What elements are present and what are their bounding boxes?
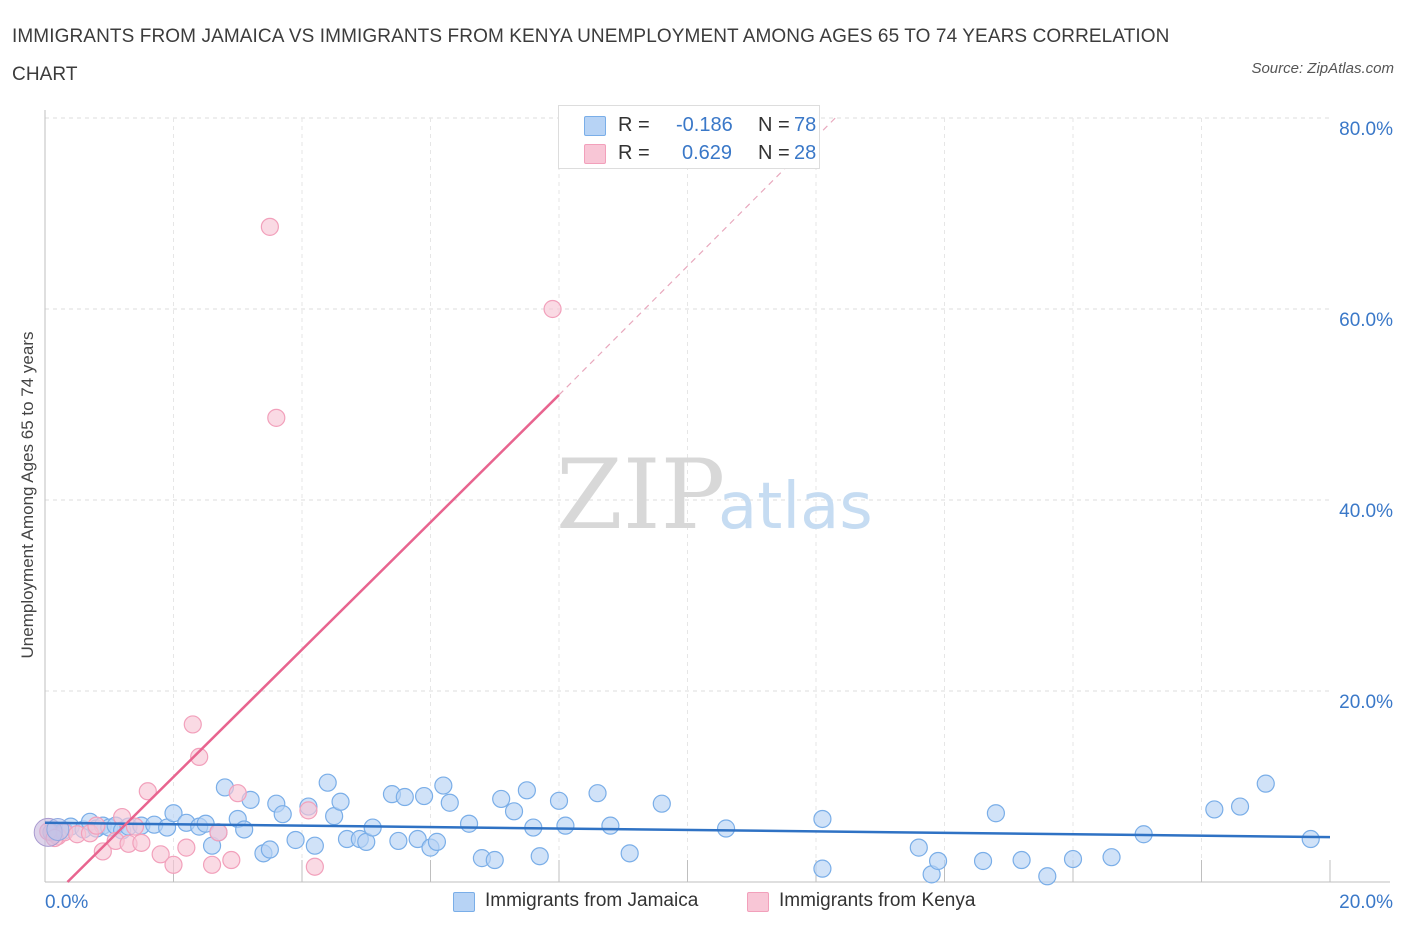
jamaica-point — [556, 816, 575, 835]
jamaica-point — [434, 776, 453, 795]
kenya-swatch — [584, 144, 606, 164]
jamaica-point — [517, 781, 536, 800]
y-tick-label: 20.0% — [1339, 692, 1393, 713]
kenya-point — [209, 823, 228, 842]
jamaica-point — [286, 830, 305, 850]
kenya-point — [260, 217, 279, 236]
kenya-point — [183, 715, 202, 734]
watermark-atlas: atlas — [718, 470, 873, 544]
data-points — [33, 217, 1320, 886]
n-value: 28 — [794, 142, 817, 164]
jamaica-point — [549, 791, 569, 810]
jamaica-point — [305, 836, 324, 855]
kenya-point — [93, 842, 112, 861]
jamaica-point — [440, 793, 459, 812]
kenya-trend-line — [66, 394, 560, 883]
tick-labels: 20.0% 40.0% 60.0% 80.0% 0.0% 20.0% — [45, 119, 1393, 913]
kenya-point — [151, 845, 170, 864]
y-tick-label: 60.0% — [1339, 310, 1393, 331]
kenya-point — [202, 855, 222, 874]
jamaica-point — [1063, 849, 1083, 869]
jamaica-point — [973, 851, 993, 871]
watermark-zip: ZIP — [556, 439, 725, 551]
jamaica-point — [588, 784, 607, 803]
jamaica-point — [408, 829, 427, 849]
watermark: ZIP atlas — [556, 439, 873, 551]
n-label: N = — [758, 142, 790, 164]
jamaica-point — [504, 802, 524, 821]
jamaica-point — [1205, 800, 1224, 819]
kenya-point — [190, 747, 209, 766]
jamaica-point — [1256, 774, 1275, 793]
jamaica-point — [716, 819, 736, 838]
kenya-point — [164, 855, 183, 874]
source-label: Source: ZipAtlas.com — [1251, 60, 1394, 77]
jamaica-point — [459, 814, 479, 833]
chart-title: IMMIGRANTS FROM JAMAICA VS IMMIGRANTS FR… — [12, 26, 1170, 85]
kenya-point — [228, 784, 247, 803]
jamaica-point — [414, 786, 434, 806]
jamaica-point — [620, 844, 639, 863]
jamaica-point — [986, 804, 1006, 823]
jamaica-point — [395, 787, 414, 807]
legend-label-jamaica: Immigrants from Jamaica — [485, 890, 699, 911]
jamaica-point — [1301, 829, 1320, 849]
stats-legend: R = -0.186 N = 78 R = 0.629 N = 28 — [558, 105, 820, 169]
jamaica-point — [318, 773, 337, 792]
jamaica-point — [427, 832, 447, 851]
jamaica-point — [1012, 850, 1031, 870]
x-tick-label: 0.0% — [45, 892, 88, 913]
kenya-point — [132, 833, 151, 852]
kenya-point — [87, 816, 106, 835]
jamaica-point — [485, 850, 504, 870]
kenya-legend-swatch — [747, 892, 769, 912]
jamaica-point — [235, 820, 254, 839]
jamaica-point — [1230, 797, 1250, 816]
kenya-point — [222, 850, 241, 870]
n-value: 78 — [794, 114, 817, 136]
legend-label-kenya: Immigrants from Kenya — [779, 890, 976, 911]
jamaica-legend-swatch — [453, 892, 475, 912]
jamaica-point — [652, 794, 671, 813]
jamaica-point — [492, 789, 511, 809]
x-tick-label: 20.0% — [1339, 892, 1393, 913]
jamaica-point — [813, 809, 832, 829]
n-label: N = — [758, 114, 790, 136]
kenya-point — [125, 817, 145, 836]
y-tick-label: 80.0% — [1339, 119, 1393, 140]
kenya-point — [177, 838, 196, 857]
jamaica-point — [813, 859, 832, 878]
jamaica-swatch — [584, 116, 606, 136]
r-value: -0.186 — [676, 114, 733, 136]
jamaica-point — [389, 831, 408, 851]
kenya-point — [267, 408, 286, 427]
jamaica-point — [331, 792, 350, 811]
y-tick-label: 40.0% — [1339, 501, 1393, 522]
jamaica-point — [928, 851, 948, 871]
kenya-point — [543, 299, 562, 319]
jamaica-point — [164, 804, 183, 823]
jamaica-point — [530, 847, 549, 866]
r-label: R = — [618, 114, 650, 136]
kenya-point — [299, 801, 318, 820]
jamaica-point — [909, 838, 928, 857]
jamaica-point — [260, 840, 279, 859]
trend-lines — [44, 117, 1331, 883]
kenya-point — [138, 782, 157, 801]
jamaica-point — [601, 816, 620, 835]
axes — [44, 110, 1390, 883]
jamaica-point — [1038, 867, 1057, 886]
kenya-point — [305, 857, 324, 876]
kenya-point — [112, 807, 132, 827]
jamaica-point — [273, 805, 292, 824]
jamaica-trend-line — [44, 821, 1331, 839]
r-value: 0.629 — [682, 142, 733, 164]
r-label: R = — [618, 142, 650, 164]
jamaica-point — [1102, 848, 1121, 867]
